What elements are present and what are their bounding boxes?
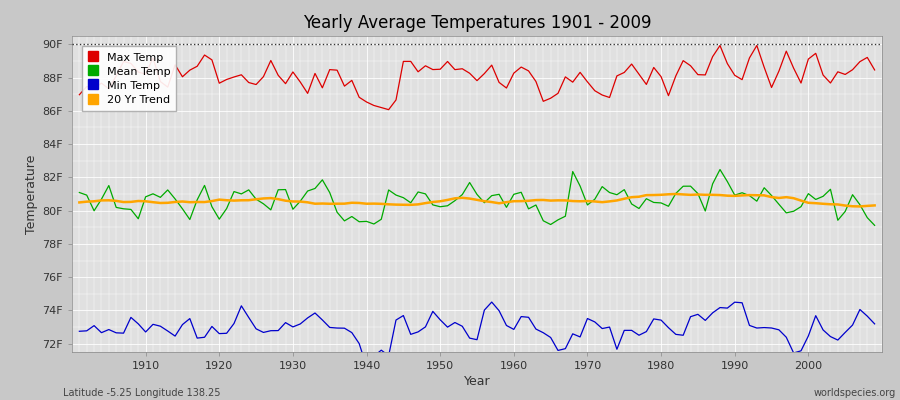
Legend: Max Temp, Mean Temp, Min Temp, 20 Yr Trend: Max Temp, Mean Temp, Min Temp, 20 Yr Tre… [82,46,176,110]
Text: Latitude -5.25 Longitude 138.25: Latitude -5.25 Longitude 138.25 [63,388,220,398]
Text: worldspecies.org: worldspecies.org [814,388,896,398]
Y-axis label: Temperature: Temperature [25,154,38,234]
X-axis label: Year: Year [464,375,490,388]
Title: Yearly Average Temperatures 1901 - 2009: Yearly Average Temperatures 1901 - 2009 [302,14,652,32]
